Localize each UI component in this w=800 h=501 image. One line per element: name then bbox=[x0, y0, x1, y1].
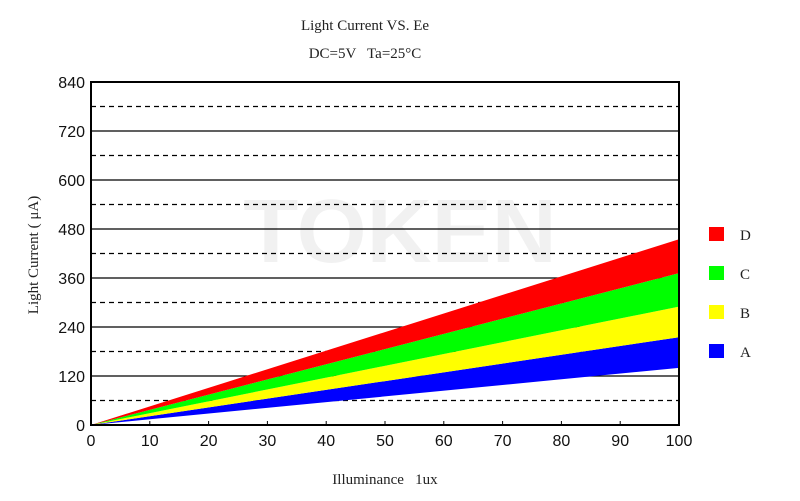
x-tick-label: 50 bbox=[376, 433, 394, 450]
y-tick-label: 480 bbox=[58, 222, 85, 239]
legend-label-B: B bbox=[740, 306, 750, 322]
y-tick-label: 360 bbox=[58, 271, 85, 288]
x-tick-label: 60 bbox=[435, 433, 453, 450]
band-D bbox=[91, 239, 679, 425]
chart-subtitle: DC=5V Ta=25°C bbox=[309, 46, 422, 62]
x-tick-label: 40 bbox=[317, 433, 335, 450]
x-tick-label: 100 bbox=[666, 433, 693, 450]
band-B bbox=[91, 306, 679, 425]
legend-swatch-A bbox=[709, 344, 724, 358]
bands bbox=[91, 239, 679, 425]
y-tick-labels: 0 120 240 360 480 600 720 840 bbox=[58, 75, 85, 435]
watermark: TOKEN bbox=[243, 182, 556, 282]
y-tick-label: 720 bbox=[58, 124, 85, 141]
legend-label-A: A bbox=[740, 345, 751, 361]
legend-label-C: C bbox=[740, 267, 750, 283]
x-axis-label: Illuminance 1ux bbox=[332, 472, 438, 488]
x-tick-label: 10 bbox=[141, 433, 159, 450]
y-tick-label: 840 bbox=[58, 75, 85, 92]
y-tick-label: 0 bbox=[76, 418, 85, 435]
legend-label-D: D bbox=[740, 228, 751, 244]
legend-swatch-C bbox=[709, 266, 724, 280]
y-tick-label: 120 bbox=[58, 369, 85, 386]
x-tick-label: 70 bbox=[494, 433, 512, 450]
y-axis-label: Light Current ( μA) bbox=[26, 196, 42, 314]
chart-title: Light Current VS. Ee bbox=[301, 18, 429, 34]
x-tick-label: 90 bbox=[611, 433, 629, 450]
band-C bbox=[91, 273, 679, 425]
band-A bbox=[91, 337, 679, 425]
y-tick-label: 240 bbox=[58, 320, 85, 337]
x-tick-label: 0 bbox=[87, 433, 96, 450]
x-tick-label: 80 bbox=[553, 433, 571, 450]
x-tick-labels: 0 10 20 30 40 50 60 70 80 90 100 bbox=[87, 421, 693, 450]
legend-swatch-D bbox=[709, 227, 724, 241]
x-tick-label: 30 bbox=[259, 433, 277, 450]
legend-swatch-B bbox=[709, 305, 724, 319]
x-tick-label: 20 bbox=[200, 433, 218, 450]
legend: D C B A bbox=[709, 227, 751, 361]
y-tick-label: 600 bbox=[58, 173, 85, 190]
